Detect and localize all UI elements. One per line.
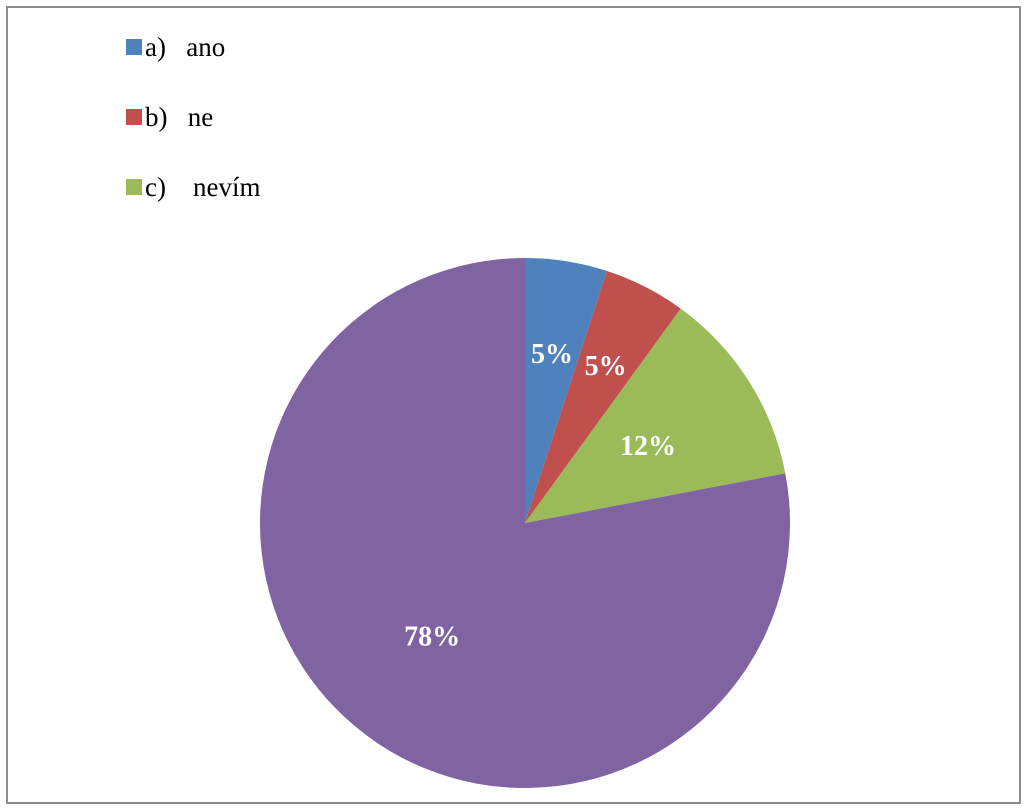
- legend-item-nevim: c) nevím: [126, 170, 260, 204]
- pie-slice-nevim: [525, 308, 786, 523]
- legend-swatch-ne: [126, 109, 142, 125]
- slice-label-nevim: 12%: [620, 431, 676, 462]
- pie-slice-ne: [525, 270, 681, 523]
- slice-label-ne: 5%: [585, 351, 627, 382]
- legend-swatch-ano: [126, 39, 142, 55]
- slice-label-other: 78%: [404, 621, 460, 652]
- slice-label-ano: 5%: [531, 339, 573, 370]
- pie-slice-other: [260, 258, 790, 788]
- legend-label-nevim: c) nevím: [145, 171, 261, 202]
- legend: a) ano b) ne c) nevím: [126, 30, 260, 240]
- pie-slice-ano: [525, 258, 607, 523]
- legend-swatch-nevim: [126, 179, 142, 195]
- legend-label-ano: a) ano: [145, 31, 226, 62]
- legend-label-ne: b) ne: [145, 101, 214, 132]
- legend-item-ano: a) ano: [126, 30, 260, 64]
- legend-item-ne: b) ne: [126, 100, 260, 134]
